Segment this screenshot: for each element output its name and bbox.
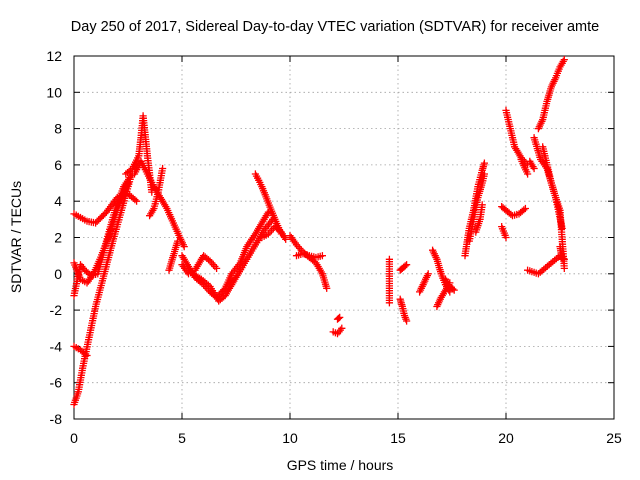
y-tick-label: -8 (50, 411, 63, 427)
data-point (502, 233, 510, 242)
data-point (96, 214, 104, 222)
y-tick-label: 4 (54, 193, 62, 209)
series-arc-y (441, 275, 458, 294)
data-point (450, 286, 458, 294)
data-point (560, 264, 568, 272)
series-arc-ag (526, 157, 538, 173)
data-point (520, 206, 528, 214)
data-point (209, 261, 217, 269)
series-arc-d (70, 175, 134, 409)
data-point (296, 244, 304, 252)
data-point (208, 259, 216, 267)
data-point (335, 314, 343, 322)
series-arc-af (517, 155, 532, 178)
series-arc-e (70, 342, 91, 360)
x-tick-label: 0 (70, 430, 78, 446)
data-point (95, 216, 103, 224)
data-point (480, 170, 488, 178)
y-tick-label: -4 (50, 338, 63, 354)
series-arc-t (396, 261, 411, 274)
series-arc-ac (498, 203, 529, 220)
data-point (133, 197, 141, 205)
series-arc-k (178, 208, 272, 301)
series-arc-ad (498, 223, 510, 242)
series-arc-g (130, 157, 188, 251)
y-tick-label: 2 (54, 230, 62, 246)
data-point (131, 196, 139, 204)
series-arc-p (292, 250, 326, 262)
series-arc-o (286, 232, 331, 292)
data-point (92, 219, 100, 227)
series-arc-ak (539, 143, 568, 272)
data-point (338, 324, 346, 332)
data-point (478, 201, 486, 209)
y-tick-label: -6 (50, 375, 63, 391)
series-arc-s (385, 255, 393, 307)
data-point (174, 237, 182, 245)
y-tick-label: 6 (54, 157, 62, 173)
data-point (401, 262, 409, 270)
data-point (336, 313, 344, 321)
series-arc-i (165, 237, 182, 274)
y-tick-label: 8 (54, 121, 62, 137)
y-tick-label: -2 (50, 302, 63, 318)
data-point (180, 243, 188, 251)
series-arc-c (70, 179, 132, 287)
x-tick-label: 5 (178, 430, 186, 446)
y-tick-label: 0 (54, 266, 62, 282)
data-point (403, 317, 411, 325)
series-arc-m (251, 170, 285, 238)
data-point (480, 159, 488, 167)
x-tick-label: 10 (282, 430, 298, 446)
data-point (213, 264, 221, 272)
series-arc-a (70, 190, 141, 227)
data-point (558, 255, 566, 263)
data-point (159, 164, 167, 173)
data-point (83, 351, 91, 360)
data-points (70, 56, 568, 409)
series-arc-q (329, 324, 346, 338)
series-arc-ab (472, 201, 486, 236)
axis-ticks: 0 5 10 15 20 25 -8 -6 -4 -2 0 2 4 6 8 10 12 (46, 48, 622, 446)
series-arc-aj (534, 56, 568, 133)
data-point (99, 211, 107, 219)
data-point (403, 261, 411, 269)
series-arc-ae (502, 106, 532, 169)
data-point (282, 235, 290, 243)
data-point (323, 284, 331, 292)
series-arc-n (258, 223, 290, 243)
series-arc-h (146, 164, 167, 220)
y-tick-label: 10 (46, 84, 62, 100)
series-arc-al (556, 243, 566, 263)
x-tick-label: 20 (498, 430, 514, 446)
data-point (385, 299, 393, 307)
data-point (449, 285, 457, 293)
y-tick-label: 12 (46, 48, 62, 64)
data-point (318, 252, 326, 260)
x-axis-label: GPS time / hours (287, 457, 394, 473)
x-tick-label: 15 (390, 430, 406, 446)
series-arc-aa (465, 170, 488, 245)
data-point (98, 213, 106, 221)
series-arc-j (178, 252, 221, 278)
y-axis-label: SDTVAR / TECUs (8, 181, 24, 293)
data-point (126, 175, 134, 183)
x-tick-label: 25 (606, 430, 622, 446)
data-point (93, 217, 101, 225)
series-arc-l (189, 215, 277, 305)
data-point (560, 56, 568, 64)
data-point (204, 256, 213, 264)
data-point (424, 270, 432, 278)
series-arc-v (416, 270, 432, 296)
series-arc-r (333, 313, 344, 323)
data-point (521, 204, 529, 213)
grid-lines (74, 56, 614, 419)
data-point (81, 350, 89, 358)
chart-title: Day 250 of 2017, Sidereal Day-to-day VTE… (71, 19, 599, 35)
data-point (524, 170, 532, 178)
series-arc-u (396, 295, 411, 325)
data-point (530, 164, 538, 173)
